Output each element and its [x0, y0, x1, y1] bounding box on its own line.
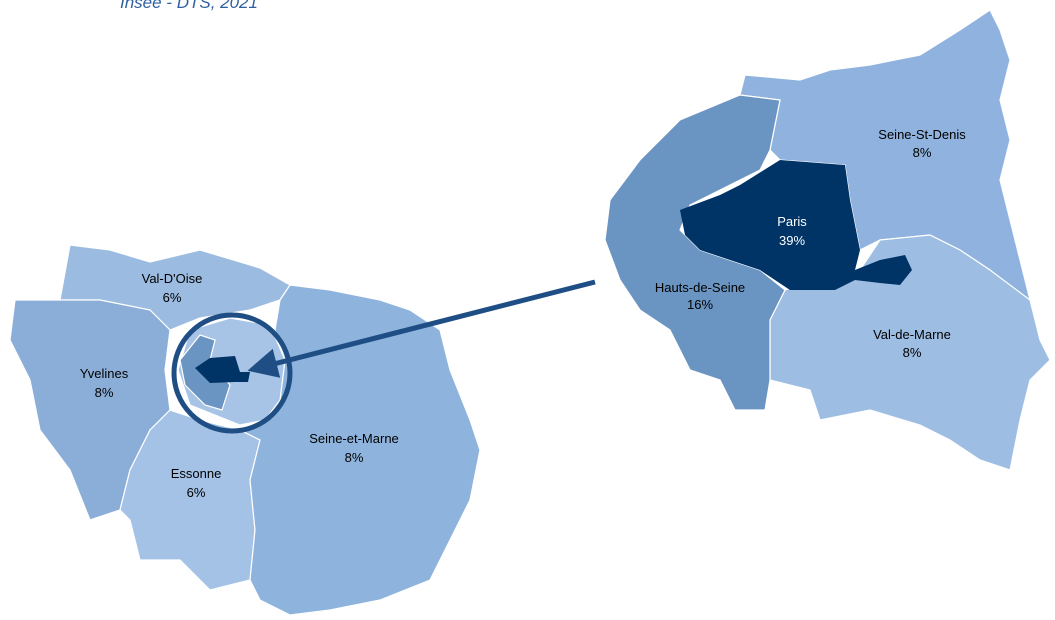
- region-share: 6%: [163, 290, 182, 305]
- region-label: Essonne: [171, 466, 222, 481]
- region-share: 8%: [913, 145, 932, 160]
- region-label: Paris: [777, 214, 807, 229]
- region-share: 16%: [687, 297, 713, 312]
- region-label: Yvelines: [80, 366, 129, 381]
- region-label: Seine-St-Denis: [878, 127, 966, 142]
- region-share: 8%: [903, 345, 922, 360]
- paris-area: [680, 160, 912, 290]
- region-share: 39%: [779, 233, 805, 248]
- hauts-de-seine-area: [604, 94, 786, 411]
- val-de-marne-area: [769, 234, 1051, 471]
- region-share: 6%: [187, 485, 206, 500]
- source: Insee - DTS, 2021: [120, 0, 258, 12]
- zoom-arrow: [247, 279, 596, 378]
- region-share: 8%: [345, 450, 364, 465]
- region-label: Hauts-de-Seine: [655, 280, 745, 295]
- region-label: Val-de-Marne: [873, 327, 951, 342]
- region-label: Seine-et-Marne: [309, 431, 399, 446]
- inner-paris: [195, 356, 250, 383]
- region-label: Val-D'Oise: [142, 271, 203, 286]
- region-share: 8%: [95, 385, 114, 400]
- zoom-circle: [171, 312, 293, 434]
